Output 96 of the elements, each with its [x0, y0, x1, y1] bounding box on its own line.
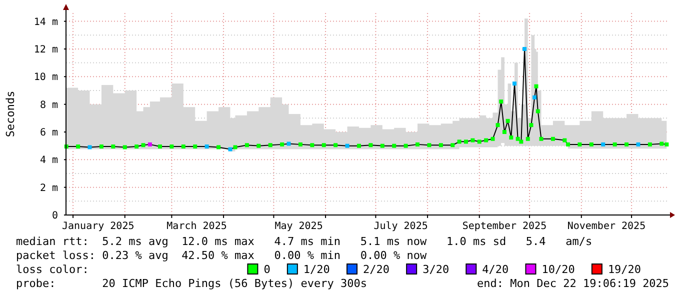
point	[392, 144, 396, 148]
point	[404, 144, 408, 148]
point	[368, 143, 373, 148]
point	[562, 138, 567, 142]
x-tick-label: November 2025	[567, 221, 646, 232]
point	[512, 82, 516, 86]
point	[484, 138, 488, 142]
legend-label: 19/20	[608, 262, 642, 276]
point	[490, 136, 495, 141]
y-tick-label: 2 m	[40, 182, 58, 194]
point	[268, 143, 272, 148]
text: packet loss: 0.23 % avg 42.50 % max 0.00 % min 0.00 % now	[16, 248, 427, 262]
point	[664, 142, 669, 146]
point	[427, 143, 432, 148]
y-tick-label: 12 m	[34, 44, 58, 56]
point	[660, 142, 664, 146]
point	[522, 46, 527, 51]
point	[345, 144, 350, 148]
point	[529, 123, 534, 128]
point	[334, 143, 338, 148]
legend-title: loss color:	[16, 262, 89, 276]
point	[470, 138, 475, 142]
point	[88, 145, 92, 150]
legend-label: 4/20	[482, 262, 509, 276]
text: end: Mon Dec 22 19:06:19 2025	[477, 276, 670, 290]
point	[464, 140, 468, 144]
point	[516, 136, 520, 141]
point	[539, 136, 544, 141]
point	[148, 142, 152, 146]
point	[526, 136, 530, 141]
point	[534, 84, 538, 88]
legend-label: 3/20	[422, 262, 450, 276]
point	[416, 142, 420, 146]
point	[76, 144, 80, 149]
point	[566, 142, 570, 146]
point	[111, 144, 116, 149]
legend-label: 2/20	[363, 262, 390, 276]
legend-label: 1/20	[303, 262, 330, 276]
point	[216, 145, 221, 150]
point	[550, 136, 555, 141]
point	[589, 142, 594, 146]
point	[499, 100, 504, 104]
x-tick-label: July 2025	[374, 221, 428, 232]
line-series	[66, 48, 668, 150]
point	[181, 144, 186, 149]
point	[496, 123, 500, 128]
point	[648, 142, 652, 146]
point	[193, 144, 198, 149]
y-axis-title: Seconds	[4, 90, 17, 138]
point	[99, 144, 104, 149]
legend-label: 10/20	[542, 262, 575, 276]
point	[519, 140, 524, 144]
point	[509, 136, 514, 140]
y-tick-label: 10 m	[34, 72, 58, 84]
point	[244, 143, 249, 148]
point	[601, 142, 606, 146]
x-tick-label: May 2025	[274, 221, 323, 232]
point	[612, 142, 617, 146]
legend-label: 0	[264, 262, 270, 276]
point	[502, 130, 506, 134]
point	[256, 144, 261, 148]
point	[380, 144, 384, 148]
point	[170, 144, 174, 149]
y-tick-label: 14 m	[34, 16, 58, 28]
point	[457, 140, 462, 144]
y-tick-label: 6 m	[40, 127, 58, 138]
x-tick-label: January 2025	[62, 221, 134, 232]
point	[477, 140, 482, 144]
y-tick-label: 0	[52, 210, 58, 222]
x-tick-label: September 2025	[462, 221, 547, 232]
point	[506, 118, 510, 123]
text: probe: 20 ICMP Echo Pings (56 Bytes) every 300s	[16, 276, 367, 290]
point	[158, 144, 162, 149]
point	[286, 142, 291, 146]
point	[122, 145, 127, 150]
point	[624, 142, 629, 146]
point	[310, 143, 314, 148]
point	[356, 144, 361, 148]
point	[204, 144, 209, 149]
point	[536, 109, 540, 114]
point	[280, 142, 284, 146]
point	[322, 143, 326, 148]
text: median rtt: 5.2 ms avg 12.0 ms max 4.7 ms min 5.1 ms now 1.0 ms sd 5.4 am/s	[16, 234, 592, 248]
point	[228, 147, 232, 152]
point	[438, 143, 443, 148]
point	[450, 143, 455, 148]
point	[141, 143, 146, 148]
point	[578, 142, 582, 146]
y-tick-label: 8 m	[40, 100, 58, 111]
point	[532, 95, 537, 100]
x-tick-label: March 2025	[166, 221, 227, 232]
point	[134, 144, 139, 149]
point	[636, 142, 640, 146]
point	[298, 142, 302, 146]
point	[233, 145, 238, 150]
y-tick-label: 4 m	[40, 155, 58, 166]
